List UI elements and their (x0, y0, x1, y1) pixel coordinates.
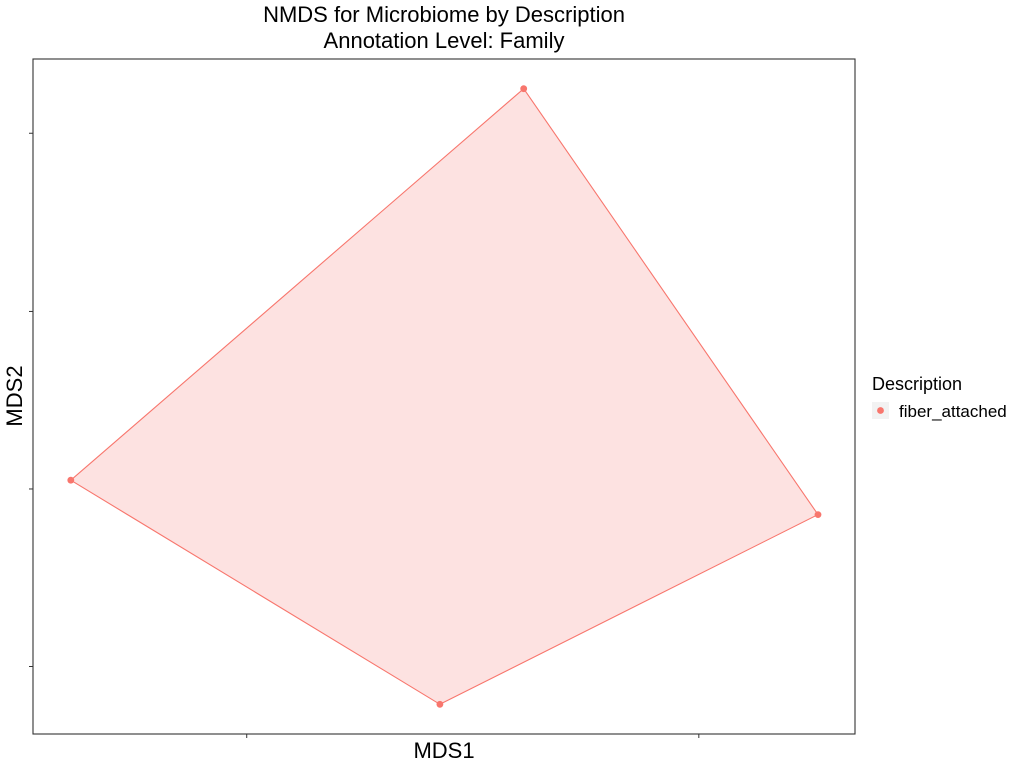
x-axis-label: MDS1 (413, 738, 474, 763)
legend-label: fiber_attached (899, 402, 1007, 421)
x-axis-ticks (246, 734, 700, 738)
legend-key-marker (877, 407, 884, 414)
y-axis-ticks (29, 132, 33, 667)
data-point (67, 476, 75, 484)
legend-title: Description (872, 374, 962, 394)
chart-title: NMDS for Microbiome by Description (263, 2, 625, 27)
plot-area (67, 85, 822, 708)
data-point (520, 85, 528, 93)
hull-polygon (69, 87, 819, 705)
chart-subtitle: Annotation Level: Family (324, 28, 565, 53)
y-axis-label: MDS2 (2, 365, 27, 426)
data-point (436, 700, 444, 708)
panel-border (32, 58, 856, 735)
legend: Description fiber_attached (872, 374, 1007, 421)
data-point (814, 511, 822, 518)
legend-items: fiber_attached (872, 402, 1007, 421)
